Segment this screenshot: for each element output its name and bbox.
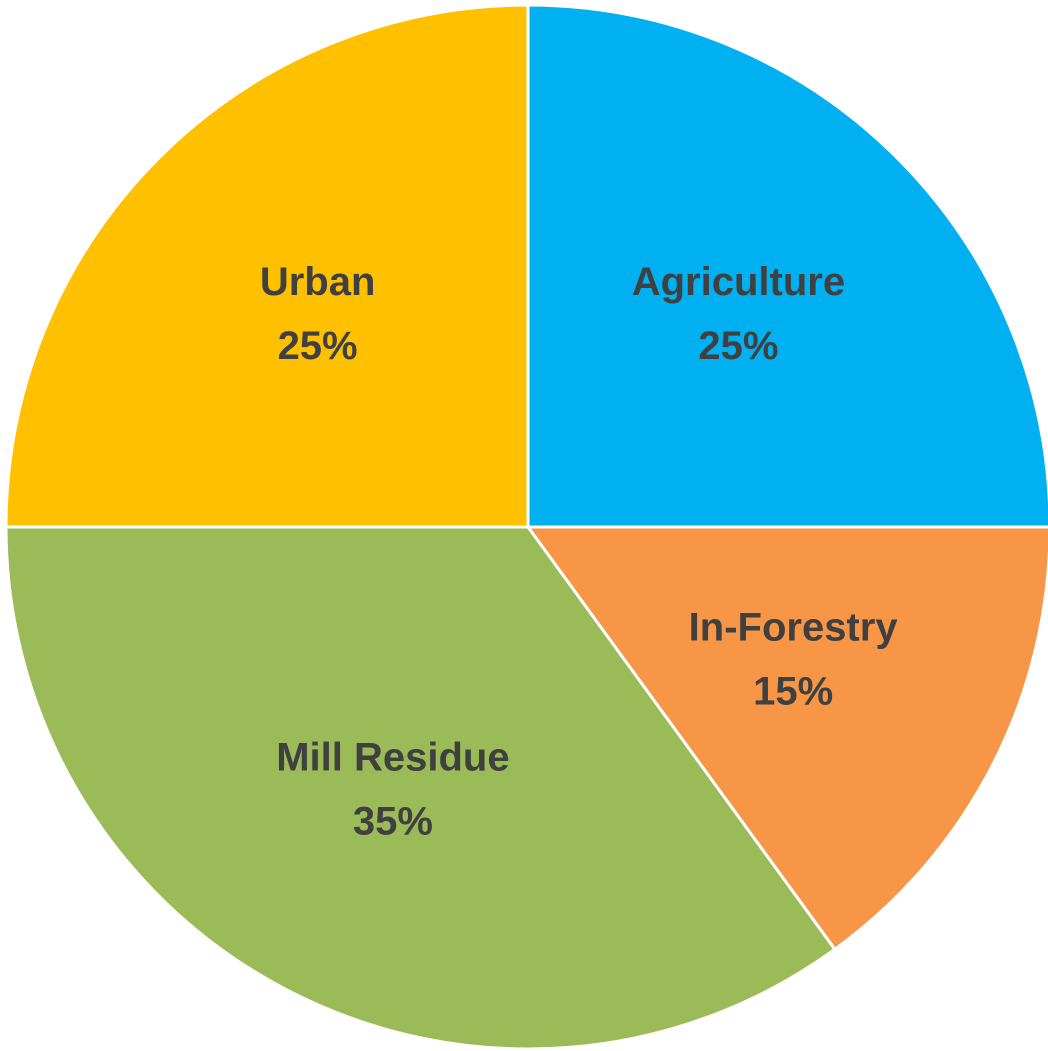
slice-label: Mill Residue xyxy=(276,736,509,780)
pie-slice xyxy=(4,3,530,529)
value-label: 25% xyxy=(698,324,778,368)
pie-slice xyxy=(525,525,1048,952)
value-label: 35% xyxy=(353,800,433,844)
value-label: 15% xyxy=(753,670,833,714)
value-label: 25% xyxy=(278,324,358,368)
pie-slice xyxy=(526,3,1048,529)
slice-label: Agriculture xyxy=(632,260,845,304)
slice-label: Urban xyxy=(260,260,376,304)
pie-slice xyxy=(4,525,837,1051)
slice-label: In-Forestry xyxy=(689,606,899,650)
